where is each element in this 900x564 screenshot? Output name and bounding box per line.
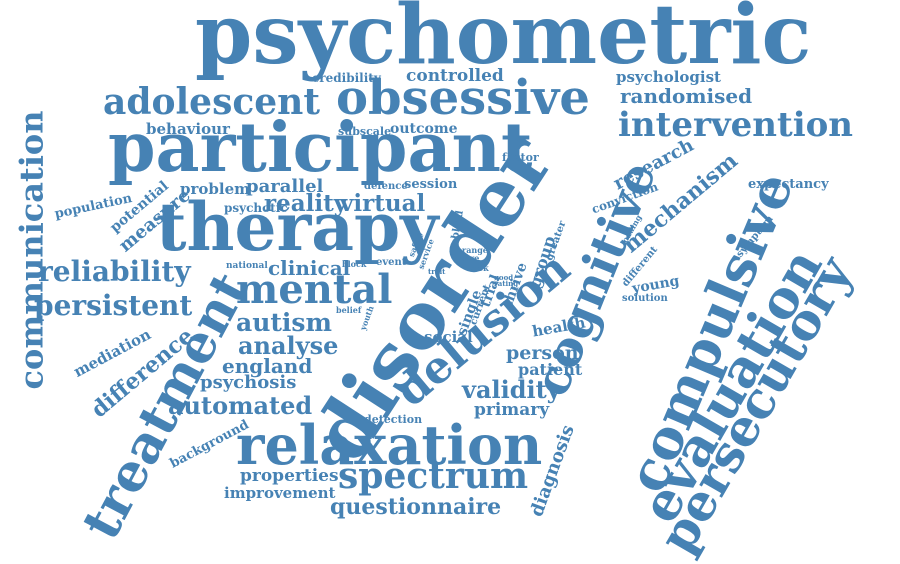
word-session: session [404,177,458,192]
word-parallel: parallel [246,176,324,197]
word-autism: autism [236,308,332,337]
word-intervention: intervention [618,105,854,145]
word-expectancy: expectancy [748,177,829,192]
word-rating: rating [494,279,519,288]
word-national: national [226,261,268,271]
word-psychometric: psychometric [195,0,812,83]
word-validity: validity [462,375,561,404]
word-event: event [376,257,407,268]
word-good: good [494,273,514,282]
word-improvement: improvement [224,484,336,502]
word-properties: properties [240,466,339,486]
word-analyse: analyse [238,331,339,360]
word-block: block [342,259,367,269]
word-clinical: clinical [268,256,351,280]
word-social: social [424,328,473,346]
word-england: england [222,354,313,378]
word-problem: problem [180,180,250,198]
word-credibility: credibility [312,71,381,85]
word-belief: belief [336,305,362,315]
word-mental: mental [236,266,393,313]
word-reality: reality [264,190,348,217]
word-controlled: controlled [406,66,504,86]
word-psychotic: psychotic [224,201,288,215]
word-adolescent: adolescent [103,81,320,123]
word-week: week [466,263,489,273]
word-communication: communication [12,110,51,390]
word-relaxation: relaxation [236,413,543,477]
word-questionnaire: questionnaire [330,494,502,520]
word-care: care [460,253,480,263]
word-trait: trait [428,267,446,276]
word-psychosis: psychosis [200,372,297,393]
word-reliability: reliability [38,255,191,288]
word-behaviour: behaviour [146,120,230,138]
word-obsessive: obsessive [336,70,590,126]
word-spectrum: spectrum [338,455,529,497]
word-automated: automated [168,391,313,420]
word-outcome: outcome [390,121,458,137]
word-virtual: virtual [340,190,426,217]
word-primary: primary [474,400,550,420]
word-psychologist: psychologist [616,68,721,86]
word-participant: participant [108,108,533,188]
word-detection: detection [364,413,423,426]
word-range: range [462,245,488,255]
word-factor: factor [502,151,539,164]
word-randomised: randomised [620,84,753,108]
word-solution: solution [622,293,668,304]
word-defence: defence [364,181,408,192]
word-therapy: therapy [156,188,439,266]
word-patient: patient [518,360,583,379]
word-persistent: persistent [34,289,193,322]
word-person: person [506,342,579,364]
word-subscale: subscale [338,125,392,138]
